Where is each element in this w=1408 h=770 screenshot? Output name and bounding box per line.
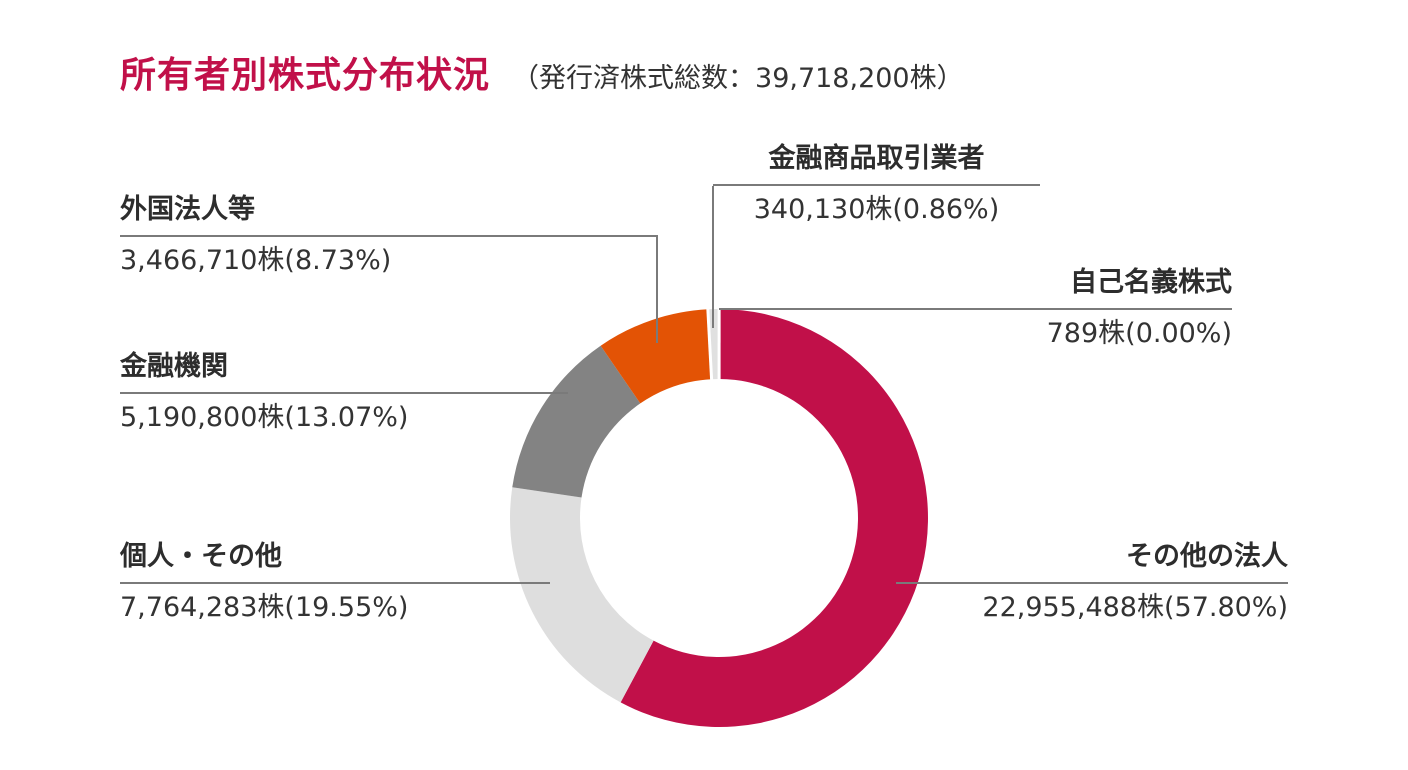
slice-label: 自己名義株式 [719, 266, 1232, 310]
slice-value: 5,190,800株(13.07%) [120, 402, 409, 433]
callout-other-corporations: その他の法人 22,955,488株(57.80%) [896, 540, 1288, 624]
donut-chart [510, 309, 928, 727]
segment-separator [706, 309, 714, 382]
slice-label: 金融機関 [120, 350, 568, 394]
donut-segment-financial-institutions [512, 345, 641, 498]
callout-treasury-stock: 自己名義株式 789株(0.00%) [719, 266, 1232, 350]
slice-value: 7,764,283株(19.55%) [120, 592, 409, 623]
slice-label: その他の法人 [896, 540, 1288, 584]
page-subtitle: （発行済株式総数：39,718,200株） [512, 63, 964, 94]
header: 所有者別株式分布状況 （発行済株式総数：39,718,200株） [120, 46, 964, 98]
slice-value: 340,130株(0.86%) [753, 194, 1000, 225]
slice-value: 789株(0.00%) [1046, 318, 1232, 349]
callout-individuals-other: 個人・その他 7,764,283株(19.55%) [120, 540, 550, 624]
donut-segment-individuals-other [510, 487, 654, 703]
slice-label: 外国法人等 [120, 193, 658, 237]
slice-label: 金融商品取引業者 [713, 142, 1040, 186]
leader-line-financial-instruments-dealers [712, 186, 714, 328]
slice-label: 個人・その他 [120, 540, 550, 584]
callout-financial-institutions: 金融機関 5,190,800株(13.07%) [120, 350, 568, 434]
donut-segment-foreign-corporations [600, 309, 712, 404]
slice-value: 22,955,488株(57.80%) [982, 592, 1288, 623]
slice-value: 3,466,710株(8.73%) [120, 245, 392, 276]
page-title: 所有者別株式分布状況 [120, 55, 491, 96]
callout-foreign-corporations: 外国法人等 3,466,710株(8.73%) [120, 193, 658, 277]
leader-line-foreign-corporations [656, 237, 658, 343]
callout-financial-instruments-dealers: 金融商品取引業者 340,130株(0.86%) [713, 142, 1040, 226]
donut-segment-other-corporations [620, 309, 928, 727]
